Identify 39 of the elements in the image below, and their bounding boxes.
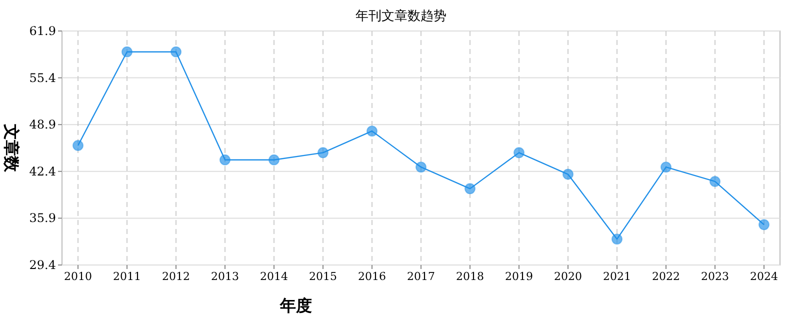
- point: [612, 234, 622, 245]
- y-tick-label: 35.9: [29, 211, 56, 226]
- x-tick-label: 2020: [554, 270, 582, 283]
- x-tick-label: 2014: [260, 270, 288, 283]
- x-tick-label: 2018: [456, 270, 484, 283]
- point: [122, 46, 132, 58]
- x-tick-label: 2013: [211, 270, 239, 283]
- x-tick-label: 2010: [64, 270, 92, 283]
- x-tick-label: 2023: [701, 270, 729, 283]
- x-tick-label: 2019: [505, 270, 533, 283]
- y-tick-label: 55.4: [29, 70, 56, 85]
- x-tick-label: 2011: [113, 270, 141, 283]
- point: [758, 219, 770, 230]
- x-tick-label: 2015: [309, 270, 337, 283]
- x-tick-label: 2022: [652, 270, 680, 283]
- x-axis-title: 年度: [279, 296, 312, 315]
- y-tick-label: 48.9: [29, 118, 56, 132]
- x-tick-label: 2021: [603, 270, 631, 283]
- x-tick-label: 2016: [358, 270, 386, 283]
- x-tick-label: 2012: [162, 270, 190, 283]
- point: [464, 183, 476, 194]
- point: [72, 140, 84, 151]
- point: [366, 126, 378, 137]
- point: [268, 154, 280, 166]
- y-tick-label: 42.4: [29, 164, 56, 178]
- x-tick-label: 2024: [750, 270, 778, 283]
- point: [318, 147, 328, 158]
- x-tick-label: 2017: [407, 270, 435, 283]
- point: [416, 162, 426, 173]
- point: [514, 147, 524, 158]
- y-tick-label: 29.4: [29, 258, 56, 272]
- point: [562, 168, 574, 180]
- point: [710, 176, 720, 187]
- point: [170, 46, 182, 58]
- point: [220, 154, 230, 166]
- point: [660, 162, 672, 173]
- y-axis-title: 文章数: [2, 123, 21, 173]
- chart-title: 年刊文章数趋势: [356, 9, 446, 24]
- y-tick-label: 61.9: [29, 24, 56, 38]
